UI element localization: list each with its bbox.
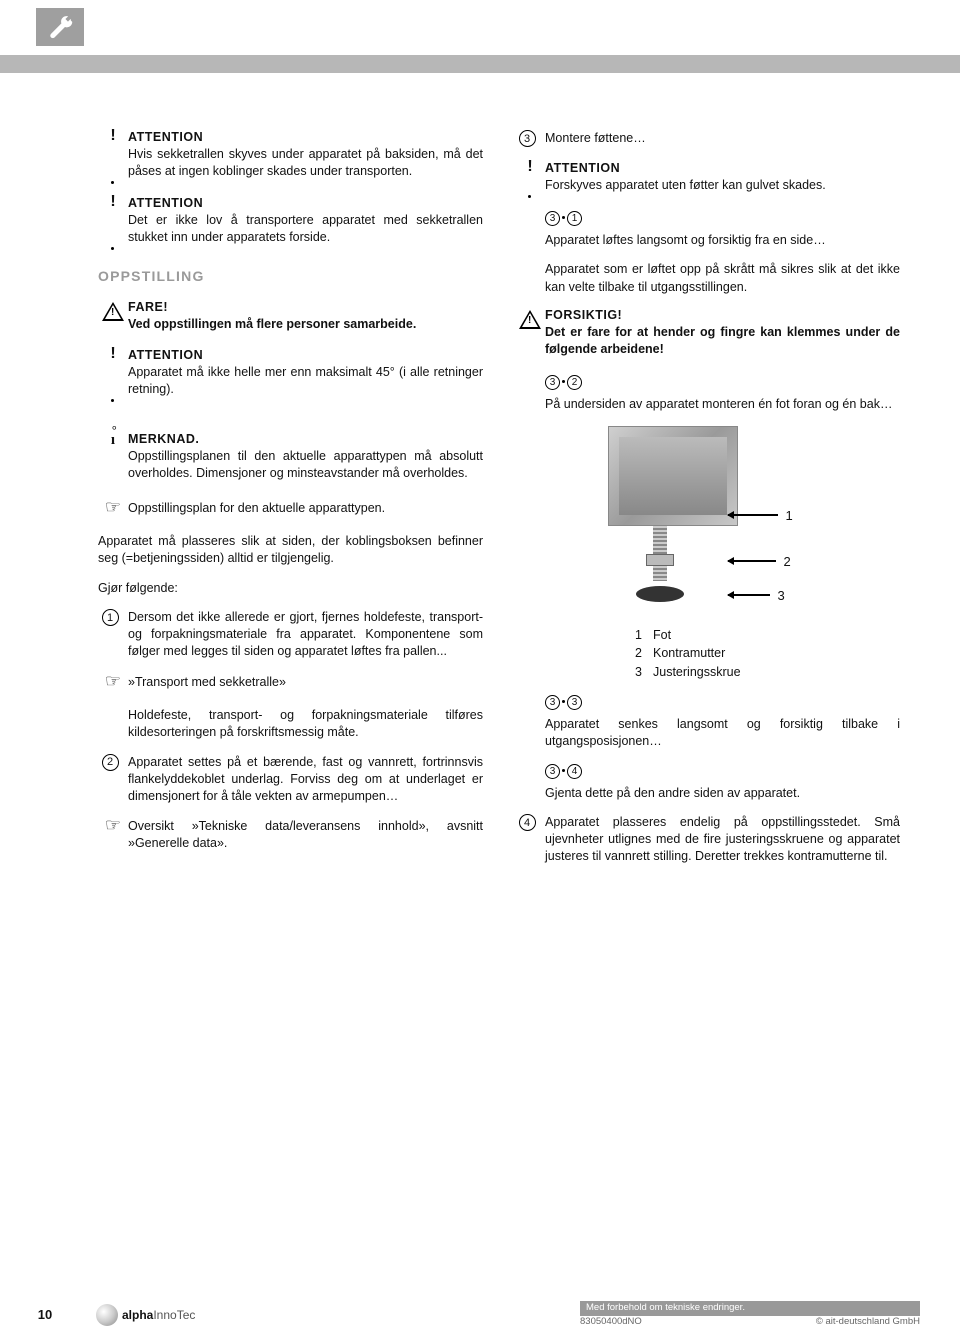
do-following: Gjør følgende: bbox=[98, 580, 483, 598]
substep-3-3: 33 bbox=[545, 694, 900, 710]
pointer-text: Oppstillingsplan for den aktuelle appara… bbox=[128, 500, 483, 517]
attention-block-3: ! ATTENTION Apparatet må ikke helle mer … bbox=[98, 348, 483, 398]
note-text: Oppstillingsplanen til den aktuelle appa… bbox=[128, 448, 483, 482]
attention-text: Det er ikke lov å transportere apparatet… bbox=[128, 212, 483, 246]
attention-text: Apparatet må ikke helle mer enn maksimal… bbox=[128, 364, 483, 398]
pointing-hand-icon: ☞ bbox=[105, 816, 121, 852]
left-column: ! ATTENTION Hvis sekketrallen skyves und… bbox=[98, 130, 483, 1276]
attention-title: ATTENTION bbox=[128, 130, 483, 144]
substep-text: Apparatet som er løftet opp på skrått må… bbox=[545, 261, 900, 296]
exclaim-icon: ! bbox=[110, 346, 115, 396]
warning-triangle-icon bbox=[102, 302, 124, 321]
right-column: 3 Montere føttene… ! ATTENTION Forskyves… bbox=[515, 130, 900, 1276]
callout-3: 3 bbox=[728, 588, 785, 603]
exclaim-icon: ! bbox=[527, 159, 532, 192]
step-3: 3 Montere føttene… bbox=[515, 130, 900, 147]
callout-1: 1 bbox=[728, 508, 793, 523]
substep-text: Gjenta dette på den andre siden av appar… bbox=[545, 785, 900, 803]
caution-title: FORSIKTIG! bbox=[545, 308, 900, 322]
substep-3-4: 34 bbox=[545, 763, 900, 779]
step-text: Apparatet settes på et bærende, fast og … bbox=[128, 754, 483, 805]
legend-item: Fot bbox=[653, 626, 671, 645]
foot-diagram: 1 2 3 bbox=[568, 426, 848, 616]
brand-logo: alphaInnoTec bbox=[96, 1304, 195, 1326]
pointer-text: »Transport med sekketralle» bbox=[128, 674, 483, 691]
wrench-icon bbox=[47, 14, 73, 40]
substep-text: Apparatet senkes langsomt og forsiktig t… bbox=[545, 716, 900, 751]
pointer-text: Oversikt »Tekniske data/leveransens innh… bbox=[128, 818, 483, 852]
info-icon: ı bbox=[111, 432, 115, 482]
caution-block: FORSIKTIG! Det er fare for at hender og … bbox=[515, 308, 900, 358]
exclaim-icon: ! bbox=[110, 194, 115, 244]
danger-text: Ved oppstillingen må flere personer sama… bbox=[128, 316, 483, 333]
substep-text: Apparatet løftes langsomt og forsiktig f… bbox=[545, 232, 900, 250]
warning-triangle-icon bbox=[519, 310, 541, 329]
footer-notice: Med forbehold om tekniske endringer. bbox=[586, 1302, 745, 1313]
substep-3-1: 31 bbox=[545, 210, 900, 226]
step-number-icon: 2 bbox=[102, 754, 119, 771]
brand-name-b: InnoTec bbox=[153, 1308, 195, 1322]
step-text: Montere føttene… bbox=[545, 130, 900, 147]
attention-title: ATTENTION bbox=[128, 348, 483, 362]
note-block: ı MERKNAD. Oppstillingsplanen til den ak… bbox=[98, 432, 483, 482]
danger-block: FARE! Ved oppstillingen må flere persone… bbox=[98, 300, 483, 333]
step-text: Dersom det ikke allerede er gjort, fjern… bbox=[128, 609, 483, 660]
paragraph: Apparatet må plasseres slik at siden, de… bbox=[98, 533, 483, 568]
brand-name-a: alpha bbox=[122, 1308, 153, 1322]
page-number: 10 bbox=[0, 1307, 90, 1322]
header-bar bbox=[0, 55, 960, 73]
step-2: 2 Apparatet settes på et bærende, fast o… bbox=[98, 754, 483, 805]
attention-text: Forskyves apparatet uten føtter kan gulv… bbox=[545, 177, 900, 194]
footer-code: 83050400dNO bbox=[580, 1316, 642, 1327]
substep-3-2: 32 bbox=[545, 374, 900, 390]
step-1: 1 Dersom det ikke allerede er gjort, fje… bbox=[98, 609, 483, 660]
page-footer: 10 alphaInnoTec Med forbehold om teknisk… bbox=[0, 1301, 960, 1328]
exclaim-icon: ! bbox=[110, 128, 115, 178]
note-title: MERKNAD. bbox=[128, 432, 483, 446]
pointer-block-2: ☞ »Transport med sekketralle» bbox=[98, 672, 483, 691]
logo-swirl-icon bbox=[96, 1304, 118, 1326]
step-1b-text: Holdefeste, transport- og forpakningsmat… bbox=[128, 707, 483, 742]
step-4: 4 Apparatet plasseres endelig på oppstil… bbox=[515, 814, 900, 865]
step-number-icon: 1 bbox=[102, 609, 119, 626]
step-text: Apparatet plasseres endelig på oppstilli… bbox=[545, 814, 900, 865]
step-number-icon: 3 bbox=[519, 130, 536, 147]
footer-right: Med forbehold om tekniske endringer. 830… bbox=[580, 1301, 960, 1328]
attention-block-1: ! ATTENTION Hvis sekketrallen skyves und… bbox=[98, 130, 483, 180]
diagram-legend: 1Fot 2Kontramutter 3Justeringsskrue bbox=[635, 626, 900, 682]
pointing-hand-icon: ☞ bbox=[105, 672, 121, 691]
pointer-block-1: ☞ Oppstillingsplan for den aktuelle appa… bbox=[98, 498, 483, 517]
attention-title: ATTENTION bbox=[128, 196, 483, 210]
footer-copyright: © ait-deutschland GmbH bbox=[816, 1316, 920, 1328]
attention-block-2: ! ATTENTION Det er ikke lov å transporte… bbox=[98, 196, 483, 246]
section-title: OPPSTILLING bbox=[98, 268, 483, 284]
caution-text: Det er fare for at hender og fingre kan … bbox=[545, 324, 900, 358]
pointer-block-3: ☞ Oversikt »Tekniske data/leveransens in… bbox=[98, 816, 483, 852]
attention-title: ATTENTION bbox=[545, 161, 900, 175]
danger-title: FARE! bbox=[128, 300, 483, 314]
pointing-hand-icon: ☞ bbox=[105, 498, 121, 517]
callout-2: 2 bbox=[728, 554, 791, 569]
substep-text: På undersiden av apparatet monteren én f… bbox=[545, 396, 900, 414]
attention-block-4: ! ATTENTION Forskyves apparatet uten føt… bbox=[515, 161, 900, 194]
attention-text: Hvis sekketrallen skyves under apparatet… bbox=[128, 146, 483, 180]
header-tab bbox=[36, 8, 84, 46]
step-number-icon: 4 bbox=[519, 814, 536, 831]
legend-item: Justeringsskrue bbox=[653, 663, 741, 682]
legend-item: Kontramutter bbox=[653, 644, 725, 663]
